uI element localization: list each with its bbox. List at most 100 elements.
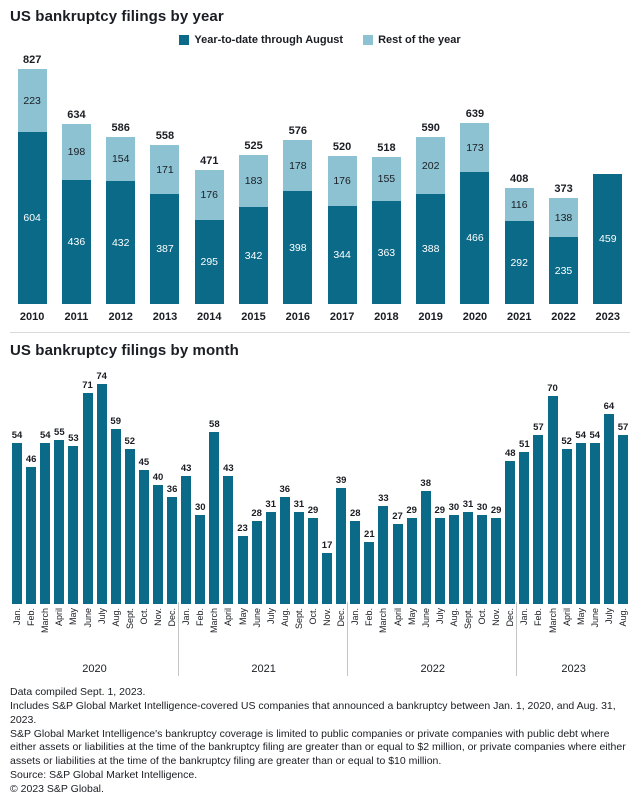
- year-column-2023: 459 2023: [586, 174, 630, 324]
- month-axis-label: July: [433, 608, 447, 660]
- year-column-2010: 827 223 604 2010: [10, 54, 54, 324]
- month-axis-label: Nov.: [320, 608, 334, 660]
- footnote-coverage: S&P Global Market Intelligence's bankrup…: [10, 727, 626, 768]
- month-value-label: 30: [448, 502, 460, 513]
- month-column: 29 July: [433, 505, 447, 660]
- stacked-bar: 202 388: [416, 137, 446, 304]
- month-bar: [209, 432, 220, 604]
- segment-value-label: 235: [554, 264, 573, 277]
- year-column-2019: 590 202 388 2019: [409, 122, 453, 324]
- month-axis-text: May: [68, 608, 79, 626]
- segment-value-label: 173: [466, 141, 484, 154]
- month-column: 40 Nov.: [151, 472, 165, 660]
- month-value-label: 38: [420, 478, 431, 489]
- month-value-label: 64: [603, 401, 615, 412]
- month-axis-label: April: [221, 608, 235, 660]
- month-column: 39 Dec.: [334, 475, 348, 660]
- month-axis-label: April: [560, 608, 574, 660]
- month-bar: [237, 536, 248, 604]
- month-column: 43 Jan.: [179, 463, 193, 660]
- month-value-label: 74: [96, 371, 107, 382]
- month-bar: [477, 515, 488, 604]
- month-axis-text: July: [96, 608, 107, 625]
- stacked-bar: 138 235: [549, 198, 579, 304]
- segment-value-label: 344: [333, 249, 351, 261]
- month-bar: [603, 414, 614, 604]
- month-bar: [336, 488, 347, 604]
- month-value-label: 39: [335, 475, 347, 486]
- month-column: 38 June: [419, 478, 433, 660]
- month-axis-label: May: [66, 608, 80, 660]
- month-column: 28 June: [250, 508, 264, 660]
- segment-value-label: 388: [421, 243, 440, 255]
- stacked-bar: 459: [593, 174, 623, 304]
- month-bar: [420, 491, 431, 604]
- legend-label-ytd: Year-to-date through August: [194, 34, 344, 46]
- year-total-label: 558: [155, 130, 175, 142]
- month-column: 30 Feb.: [193, 502, 207, 660]
- month-column: 53 May: [66, 433, 80, 660]
- month-value-label: 48: [504, 448, 516, 459]
- month-axis-label: April: [52, 608, 66, 660]
- month-axis-label: June: [588, 608, 602, 660]
- month-axis-text: April: [561, 608, 572, 627]
- year-axis-label: 2018: [374, 311, 399, 323]
- month-bar: [434, 518, 445, 604]
- month-value-label: 52: [561, 436, 572, 447]
- year-column-2011: 634 198 436 2011: [54, 109, 98, 324]
- month-bar: [491, 518, 502, 604]
- month-bar: [251, 521, 262, 604]
- ytd-segment: 387: [150, 194, 180, 304]
- month-axis-label: Jan.: [179, 608, 193, 660]
- month-axis-label: May: [235, 608, 249, 660]
- yearly-chart-title: US bankruptcy filings by year: [10, 8, 224, 25]
- month-bar: [265, 512, 276, 604]
- month-value-label: 17: [321, 540, 333, 551]
- ytd-segment: 295: [194, 220, 224, 304]
- segment-value-label: 154: [111, 153, 130, 165]
- month-bar: [589, 443, 600, 604]
- month-bar: [406, 518, 417, 604]
- month-axis-text: Jan.: [181, 608, 192, 626]
- rest-of-year-segment: 183: [239, 155, 269, 207]
- month-bar: [279, 497, 290, 604]
- year-column-2022: 373 138 235 2022: [541, 183, 585, 324]
- year-axis-label: 2010: [19, 311, 45, 323]
- stacked-bar: 116 292: [504, 188, 534, 304]
- month-column: 48 Dec.: [503, 448, 517, 660]
- month-axis-label: July: [264, 608, 278, 660]
- year-column-2020: 639 173 466 2020: [453, 108, 497, 324]
- month-axis-text: March: [378, 608, 389, 634]
- month-axis-text: March: [209, 608, 220, 634]
- month-column: 55 April: [52, 427, 66, 660]
- month-axis-label: Dec.: [503, 608, 517, 660]
- year-axis-label: 2016: [285, 311, 311, 323]
- month-axis-text: Oct.: [307, 608, 318, 625]
- ytd-segment: 235: [549, 237, 579, 304]
- month-axis-text: Jan.: [12, 608, 23, 626]
- month-axis-label: March: [545, 608, 559, 660]
- stacked-bar: 223 604: [17, 69, 47, 304]
- rest-of-year-segment: 176: [194, 170, 224, 220]
- month-bar: [96, 384, 107, 604]
- month-axis-label: May: [405, 608, 419, 660]
- stacked-bar: 178 398: [283, 140, 313, 304]
- year-axis-label: 2015: [241, 311, 266, 323]
- month-axis-text: June: [589, 608, 600, 628]
- segment-value-label: 342: [244, 249, 263, 262]
- stacked-bar: 198 436: [61, 124, 91, 304]
- segment-value-label: 116: [510, 198, 528, 211]
- legend-item-ytd: Year-to-date through August: [179, 34, 343, 46]
- rest-of-year-segment: 138: [549, 198, 579, 237]
- month-axis-label: Oct.: [137, 608, 151, 660]
- legend-label-rest: Rest of the year: [378, 34, 461, 46]
- year-column-2021: 408 116 292 2021: [497, 173, 541, 324]
- month-bar: [533, 435, 544, 604]
- year-total-label: 471: [200, 155, 219, 167]
- month-axis-text: April: [223, 608, 234, 627]
- year-group-label: 2023: [561, 663, 586, 675]
- segment-value-label: 604: [23, 212, 41, 224]
- ytd-segment: 432: [106, 181, 136, 304]
- month-value-label: 29: [490, 505, 502, 516]
- year-group-2020: 54 Jan. 46 Feb. 54 March 55 April 53 May 71 June 74 J…: [10, 371, 180, 676]
